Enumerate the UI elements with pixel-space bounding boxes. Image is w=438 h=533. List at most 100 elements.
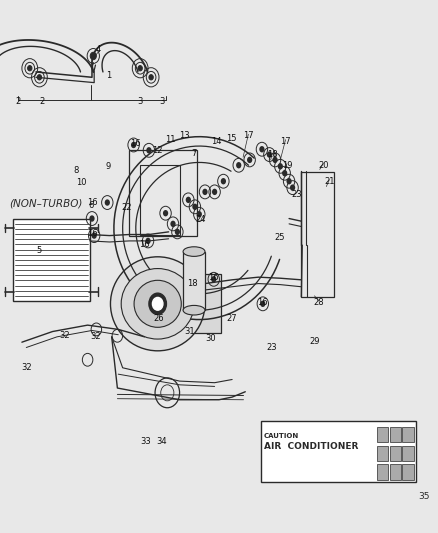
Text: 31: 31	[184, 327, 194, 336]
Bar	[403, 464, 414, 480]
Circle shape	[267, 151, 272, 158]
Text: 22: 22	[122, 204, 132, 212]
Circle shape	[90, 52, 96, 60]
Text: 18: 18	[187, 279, 198, 288]
Circle shape	[105, 199, 110, 206]
Text: 2: 2	[39, 97, 44, 106]
Circle shape	[236, 162, 241, 168]
Bar	[13, 219, 90, 301]
Circle shape	[282, 170, 287, 176]
Bar	[182, 274, 221, 333]
Circle shape	[92, 232, 97, 239]
Text: 15: 15	[226, 134, 237, 143]
Text: 29: 29	[309, 337, 320, 345]
Text: 3: 3	[138, 97, 143, 106]
Text: 9: 9	[106, 162, 111, 171]
Circle shape	[138, 66, 142, 71]
Circle shape	[170, 221, 176, 227]
Ellipse shape	[183, 305, 205, 315]
Text: 34: 34	[156, 437, 166, 446]
Circle shape	[131, 142, 136, 148]
Circle shape	[28, 66, 32, 71]
Circle shape	[202, 189, 208, 195]
Text: 5: 5	[36, 246, 41, 255]
Text: 2: 2	[15, 97, 20, 106]
Circle shape	[149, 293, 166, 314]
Text: 32: 32	[90, 333, 101, 341]
Text: 26: 26	[154, 314, 164, 322]
Text: 12: 12	[152, 146, 163, 155]
Text: 33: 33	[140, 437, 151, 446]
Bar	[129, 150, 197, 236]
Bar	[377, 446, 388, 461]
Text: 4: 4	[96, 45, 101, 53]
Text: 10: 10	[76, 178, 86, 187]
Text: 1: 1	[106, 71, 111, 80]
Circle shape	[221, 178, 226, 184]
Text: 23: 23	[292, 190, 302, 199]
Text: 28: 28	[314, 298, 324, 307]
Text: 16: 16	[139, 240, 150, 248]
Circle shape	[247, 157, 252, 163]
Bar	[390, 446, 401, 461]
Text: (NON–TURBO): (NON–TURBO)	[10, 199, 83, 208]
Circle shape	[146, 147, 152, 154]
Text: 3: 3	[159, 97, 165, 106]
Ellipse shape	[110, 257, 205, 351]
Circle shape	[259, 146, 265, 152]
Circle shape	[286, 178, 292, 184]
Text: 24: 24	[195, 215, 206, 224]
Text: 32: 32	[21, 364, 32, 372]
Text: 23: 23	[266, 343, 277, 352]
Circle shape	[272, 157, 278, 163]
Text: 6: 6	[88, 201, 93, 209]
Bar	[301, 172, 334, 297]
Text: 21: 21	[324, 177, 335, 185]
Text: 27: 27	[227, 314, 237, 323]
Circle shape	[278, 163, 283, 169]
Circle shape	[145, 238, 151, 244]
Text: 16: 16	[131, 140, 141, 148]
Bar	[261, 421, 416, 482]
Ellipse shape	[183, 247, 205, 256]
Circle shape	[186, 197, 191, 203]
Text: 8: 8	[73, 166, 78, 175]
Text: 20: 20	[318, 161, 328, 169]
Text: 25: 25	[274, 233, 285, 241]
Circle shape	[152, 297, 163, 310]
Ellipse shape	[121, 269, 194, 339]
Bar	[377, 464, 388, 480]
Text: 17: 17	[243, 132, 254, 140]
Text: 14: 14	[212, 137, 222, 146]
Text: 32: 32	[60, 332, 70, 340]
Text: 16: 16	[257, 298, 267, 306]
Text: 16: 16	[87, 198, 97, 207]
Circle shape	[212, 189, 217, 195]
Circle shape	[37, 75, 42, 80]
Bar	[140, 165, 180, 235]
Circle shape	[290, 184, 295, 191]
Circle shape	[149, 75, 153, 80]
Bar	[183, 252, 205, 310]
Text: AIR  CONDITIONER: AIR CONDITIONER	[264, 442, 358, 451]
Text: 18: 18	[267, 150, 278, 159]
Text: 16: 16	[208, 273, 219, 281]
Text: 19: 19	[282, 161, 292, 169]
Bar	[390, 427, 401, 442]
Text: 7: 7	[191, 149, 196, 158]
Circle shape	[192, 204, 198, 210]
Text: 35: 35	[418, 492, 430, 501]
Text: 17: 17	[280, 137, 291, 146]
Circle shape	[211, 276, 216, 282]
Circle shape	[163, 210, 168, 216]
Circle shape	[89, 215, 95, 222]
Circle shape	[260, 301, 265, 307]
Bar	[390, 464, 401, 480]
Bar	[403, 446, 414, 461]
Circle shape	[197, 211, 202, 217]
Bar	[403, 427, 414, 442]
Circle shape	[175, 229, 180, 235]
Text: 16: 16	[88, 229, 98, 238]
Bar	[377, 427, 388, 442]
Text: 13: 13	[179, 132, 189, 140]
